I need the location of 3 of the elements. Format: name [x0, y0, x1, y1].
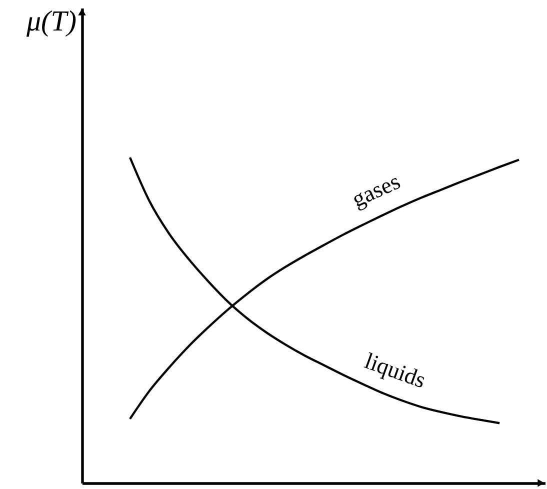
text: liquids: [362, 348, 429, 393]
text: gases: [348, 168, 404, 212]
y-axis-title: μ(T): [26, 6, 76, 38]
